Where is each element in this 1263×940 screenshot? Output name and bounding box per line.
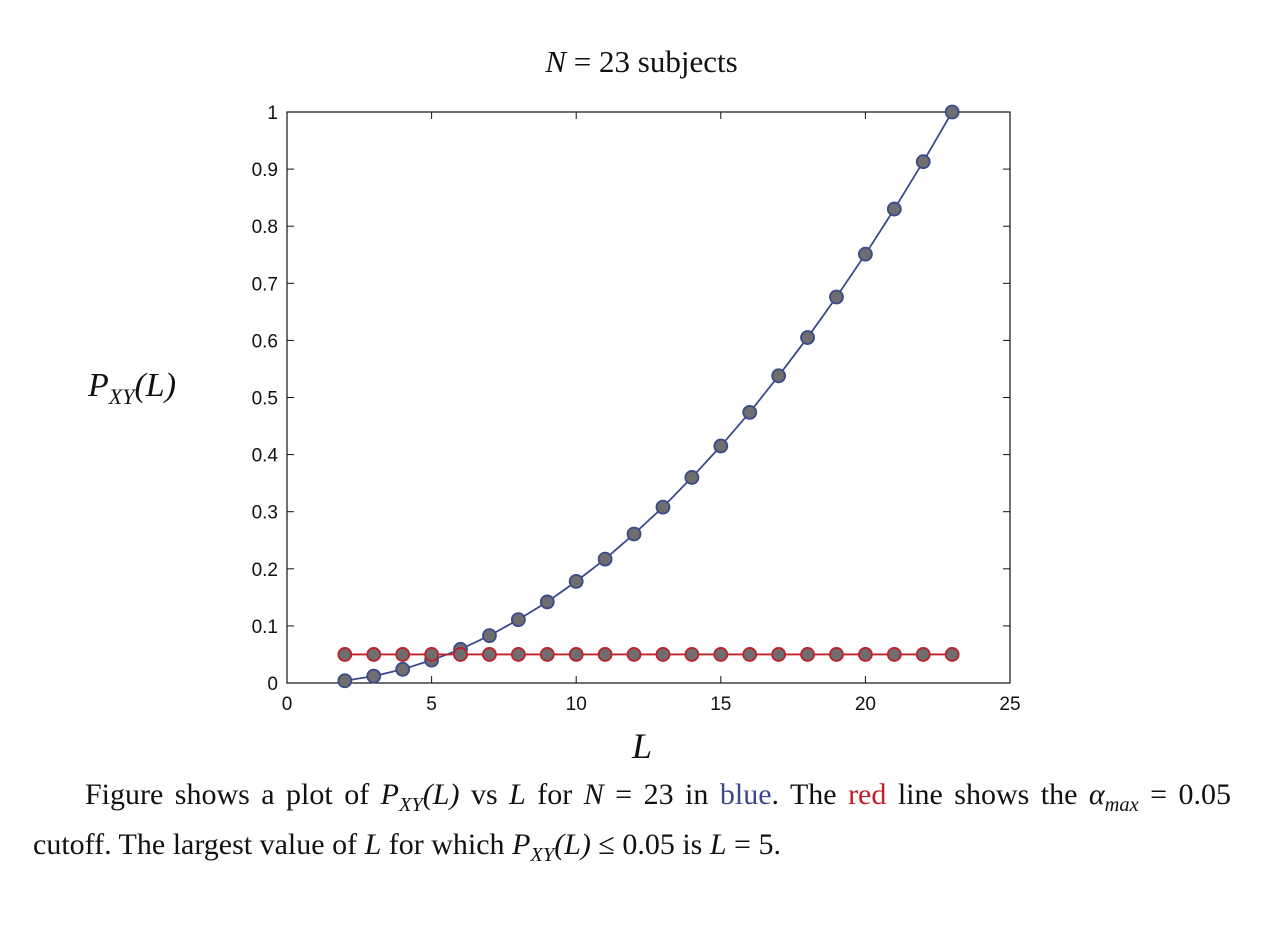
caption-text: = 5. bbox=[726, 828, 781, 861]
series-2-point bbox=[944, 647, 960, 662]
caption-math: XY bbox=[530, 844, 555, 866]
caption-text: = 23 in bbox=[603, 778, 720, 811]
series-2-point bbox=[539, 647, 555, 662]
caption-text: line shows the bbox=[886, 778, 1089, 811]
series-1-point bbox=[886, 201, 902, 217]
y-tick-label: 0.3 bbox=[252, 503, 278, 524]
series-2-point bbox=[597, 647, 613, 662]
caption-math: XY bbox=[399, 794, 423, 816]
caption-math: (L) bbox=[422, 778, 460, 811]
x-tick-label: 25 bbox=[999, 694, 1020, 715]
caption-math: L bbox=[509, 778, 526, 811]
caption-math: P bbox=[512, 828, 531, 861]
caption-text: Figure shows a plot of bbox=[85, 778, 381, 811]
y-tick-label: 0.9 bbox=[252, 160, 278, 181]
series-2-point bbox=[771, 647, 787, 662]
y-tick-label: 0 bbox=[267, 674, 278, 695]
series-1-point bbox=[742, 404, 758, 420]
y-tick-label: 0.8 bbox=[252, 217, 278, 238]
caption-red-word: red bbox=[848, 778, 887, 811]
x-tick-label: 10 bbox=[566, 694, 587, 715]
series-1-point bbox=[771, 368, 787, 384]
caption-math: (L) bbox=[554, 828, 591, 861]
series-2-point bbox=[510, 647, 526, 662]
y-axis-label: PXY(L) bbox=[88, 367, 176, 410]
x-tick-label: 20 bbox=[855, 694, 876, 715]
y-tick-label: 0.4 bbox=[252, 446, 279, 467]
series-1-point bbox=[713, 438, 729, 454]
ylabel-arg: (L) bbox=[134, 367, 177, 404]
series-2-point bbox=[742, 647, 758, 662]
series-2-point bbox=[482, 647, 497, 662]
series-1-line bbox=[344, 111, 953, 682]
caption-math: L bbox=[364, 828, 382, 861]
series-2-point bbox=[337, 647, 353, 662]
series-1-point bbox=[800, 330, 815, 345]
caption-math: max bbox=[1104, 794, 1139, 816]
y-tick-label: 0.5 bbox=[252, 389, 278, 410]
caption-text: for which bbox=[381, 828, 513, 861]
series-1-point bbox=[337, 673, 353, 689]
x-axis-label: L bbox=[632, 726, 653, 766]
series-2-point bbox=[886, 647, 902, 662]
series-2-point bbox=[453, 647, 468, 662]
series-2-point bbox=[684, 647, 700, 662]
series-1-point bbox=[597, 551, 613, 567]
caption-text: vs bbox=[459, 778, 510, 811]
ylabel-sub: XY bbox=[108, 383, 135, 409]
title-variable: N bbox=[545, 44, 567, 79]
series-1-point bbox=[366, 668, 382, 684]
series-1-point bbox=[395, 661, 411, 677]
y-tick-label: 0.6 bbox=[252, 331, 278, 352]
series-1-point bbox=[568, 573, 584, 589]
series-2-point bbox=[626, 647, 642, 662]
caption-math: α bbox=[1088, 778, 1105, 811]
caption-text: ≤ 0.05 is bbox=[590, 828, 710, 861]
y-tick-label: 1 bbox=[267, 103, 278, 124]
series-2-point bbox=[655, 647, 671, 662]
x-tick-label: 5 bbox=[426, 694, 437, 715]
caption-blue-word: blue bbox=[719, 778, 772, 811]
figure-caption: Figure shows a plot of PXY(L) vs L for N… bbox=[33, 775, 1231, 875]
series-2-point bbox=[568, 647, 584, 662]
title-text: = 23 subjects bbox=[566, 44, 738, 79]
caption-math: N bbox=[583, 778, 604, 811]
series-2-point bbox=[395, 647, 411, 662]
series-1-point bbox=[944, 104, 960, 120]
series-2-point bbox=[800, 647, 815, 662]
series-2-point bbox=[915, 647, 931, 662]
series-2-point bbox=[858, 647, 873, 662]
caption-math: P bbox=[380, 778, 399, 811]
ylabel-p: P bbox=[88, 367, 109, 404]
series-2-point bbox=[713, 647, 729, 662]
caption-text: for bbox=[525, 778, 584, 811]
caption-text: = 0.05 cutoff. The largest value of bbox=[33, 778, 1231, 861]
series-1-point bbox=[510, 612, 526, 628]
x-tick-label: 15 bbox=[710, 694, 731, 715]
y-tick-label: 0.2 bbox=[252, 560, 278, 581]
series-2-point bbox=[829, 647, 844, 662]
series-1-point bbox=[829, 289, 844, 305]
series-1-point bbox=[915, 154, 931, 170]
series-1-point bbox=[626, 526, 642, 542]
caption-math: L bbox=[709, 828, 727, 861]
series-2-point bbox=[424, 647, 440, 662]
series-2-point bbox=[366, 647, 382, 662]
x-tick-label: 0 bbox=[282, 694, 293, 715]
y-tick-label: 0.1 bbox=[252, 617, 278, 638]
caption-text: . The bbox=[771, 778, 849, 811]
series-1-point bbox=[684, 470, 700, 485]
series-1-point bbox=[539, 594, 555, 610]
series-1-point bbox=[858, 246, 873, 262]
y-tick-label: 0.7 bbox=[252, 274, 278, 295]
series-1-point bbox=[655, 499, 671, 515]
series-1-point bbox=[482, 628, 497, 644]
chart-title: N = 23 subjects bbox=[0, 44, 1263, 80]
